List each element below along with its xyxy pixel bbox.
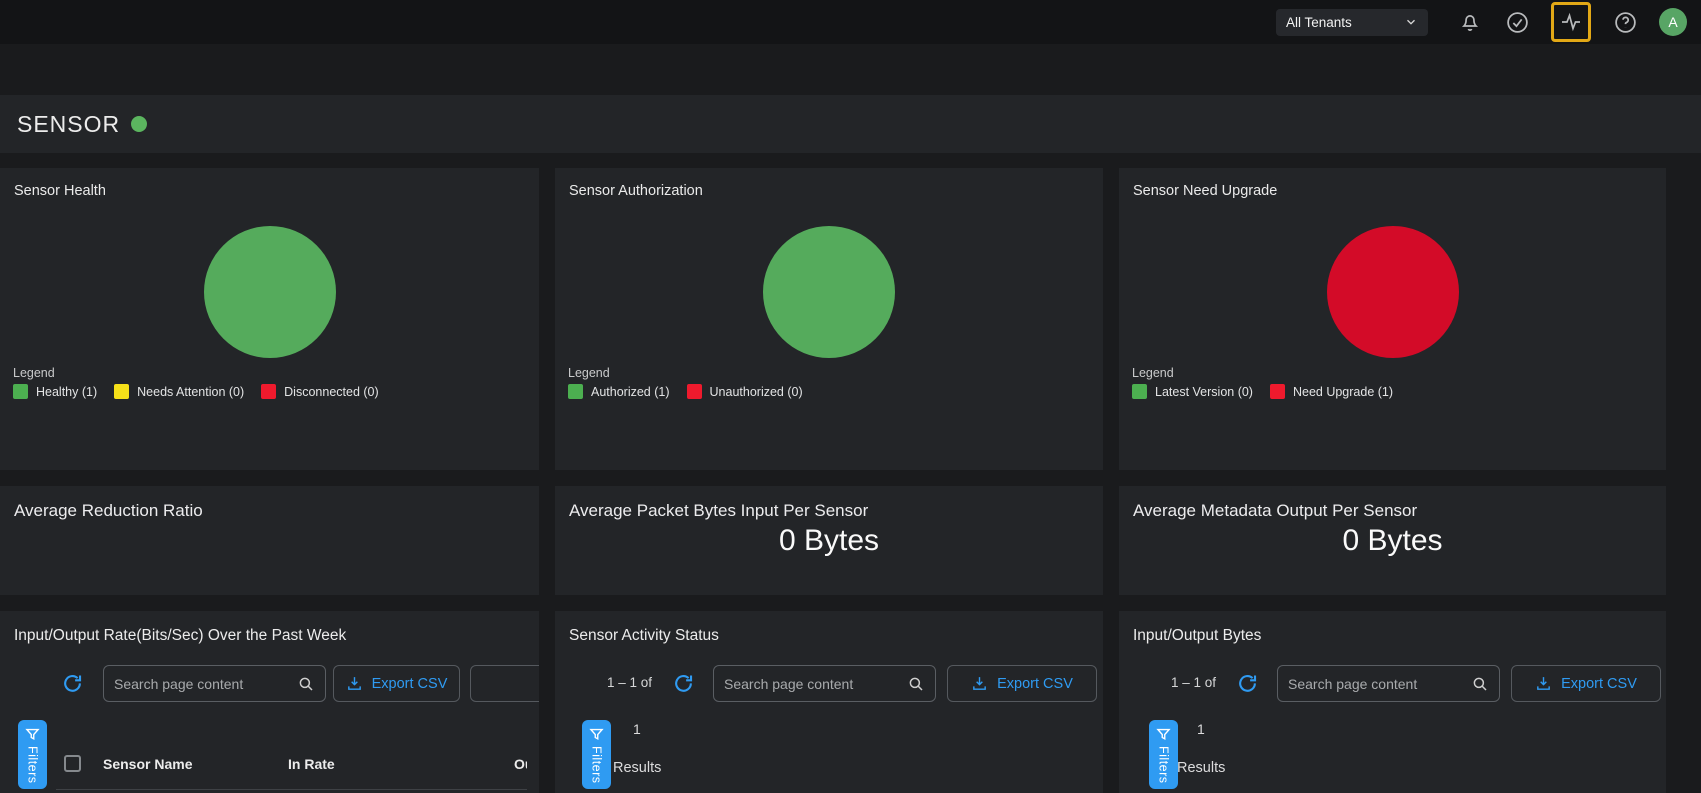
filter-funnel-icon <box>25 727 40 742</box>
metric-value: 0 Bytes <box>555 524 1103 558</box>
legend-swatch <box>114 384 129 399</box>
metric-title: Average Reduction Ratio <box>14 501 203 521</box>
table-title: Sensor Activity Status <box>569 627 719 645</box>
topbar: All Tenants A <box>0 0 1701 44</box>
card-title: Sensor Health <box>14 183 106 199</box>
refresh-button[interactable] <box>673 673 695 695</box>
check-circle-icon <box>1505 10 1530 35</box>
pagination-range: 1 – 1 of <box>607 675 652 690</box>
card-sensor-authorization: Sensor Authorization Legend Authorized (… <box>555 168 1103 470</box>
results-label: Results <box>613 760 661 776</box>
download-icon <box>346 675 363 692</box>
search-input[interactable] <box>724 676 907 692</box>
refresh-icon <box>62 673 83 694</box>
legend-title: Legend <box>13 366 55 380</box>
result-count: 1 <box>633 721 641 737</box>
filters-button[interactable]: Filters <box>582 720 611 789</box>
clipped-button[interactable] <box>470 665 539 702</box>
activity-pulse-icon <box>1559 10 1583 34</box>
notifications-button[interactable] <box>1457 9 1483 35</box>
card-sensor-activity-status: Sensor Activity Status 1 – 1 of Export C… <box>555 611 1103 793</box>
legend-item: Healthy (1) <box>13 384 97 399</box>
refresh-icon <box>673 673 694 694</box>
legend-item: Authorized (1) <box>568 384 670 399</box>
refresh-button[interactable] <box>62 673 84 695</box>
card-average-packet-bytes-input: Average Packet Bytes Input Per Sensor 0 … <box>555 486 1103 595</box>
chevron-down-icon <box>1404 15 1418 29</box>
legend-item: Need Upgrade (1) <box>1270 384 1393 399</box>
legend-title: Legend <box>1132 366 1174 380</box>
pagination-range: 1 – 1 of <box>1171 675 1216 690</box>
legend-swatch <box>13 384 28 399</box>
card-average-reduction-ratio: Average Reduction Ratio <box>0 486 539 595</box>
legend-item: Latest Version (0) <box>1132 384 1253 399</box>
download-icon <box>971 675 988 692</box>
card-sensor-need-upgrade: Sensor Need Upgrade Legend Latest Versio… <box>1119 168 1666 470</box>
card-io-bytes-table: Input/Output Bytes 1 – 1 of Export CSV F… <box>1119 611 1666 793</box>
search-icon <box>297 675 315 693</box>
result-count: 1 <box>1197 721 1205 737</box>
header-divider <box>56 789 527 790</box>
page-title: SENSOR <box>17 111 120 138</box>
sensor-authorization-pie <box>763 226 895 358</box>
tenant-select-value: All Tenants <box>1286 15 1352 30</box>
card-sensor-health: Sensor Health Legend Healthy (1) Needs A… <box>0 168 539 470</box>
refresh-button[interactable] <box>1237 673 1259 695</box>
search-box <box>713 665 936 702</box>
export-csv-button[interactable]: Export CSV <box>333 665 460 702</box>
page-header: SENSOR <box>0 95 1701 153</box>
search-icon <box>907 675 925 693</box>
column-header-out-rate[interactable]: Out Rate <box>514 756 527 772</box>
search-icon <box>1471 675 1489 693</box>
filter-funnel-icon <box>589 727 604 742</box>
search-box <box>1277 665 1500 702</box>
metric-title: Average Packet Bytes Input Per Sensor <box>569 501 868 521</box>
avatar-initial: A <box>1668 14 1677 30</box>
export-csv-button[interactable]: Export CSV <box>947 665 1097 702</box>
legend: Authorized (1) Unauthorized (0) <box>568 384 803 399</box>
legend-swatch <box>1270 384 1285 399</box>
overall-status-dot <box>131 116 147 132</box>
help-icon <box>1613 10 1638 35</box>
card-average-metadata-output: Average Metadata Output Per Sensor 0 Byt… <box>1119 486 1666 595</box>
legend-item: Disconnected (0) <box>261 384 379 399</box>
legend: Latest Version (0) Need Upgrade (1) <box>1132 384 1393 399</box>
refresh-icon <box>1237 673 1258 694</box>
legend-title: Legend <box>568 366 610 380</box>
legend-item: Needs Attention (0) <box>114 384 244 399</box>
search-box <box>103 665 326 702</box>
card-io-rate-table: Input/Output Rate(Bits/Sec) Over the Pas… <box>0 611 539 793</box>
legend-swatch <box>1132 384 1147 399</box>
legend-swatch <box>568 384 583 399</box>
card-title: Sensor Authorization <box>569 183 703 199</box>
card-title: Sensor Need Upgrade <box>1133 183 1277 199</box>
legend: Healthy (1) Needs Attention (0) Disconne… <box>13 384 379 399</box>
tenant-select[interactable]: All Tenants <box>1276 9 1428 36</box>
table-title: Input/Output Bytes <box>1133 627 1261 645</box>
bell-icon <box>1458 10 1482 34</box>
legend-swatch <box>687 384 702 399</box>
metric-value: 0 Bytes <box>1119 524 1666 558</box>
sensor-need-upgrade-pie <box>1327 226 1459 358</box>
legend-swatch <box>261 384 276 399</box>
results-label: Results <box>1177 760 1225 776</box>
help-button[interactable] <box>1612 9 1638 35</box>
download-icon <box>1535 675 1552 692</box>
select-all-checkbox[interactable] <box>64 755 81 772</box>
filters-button[interactable]: Filters <box>1149 720 1178 789</box>
tasks-button[interactable] <box>1504 9 1530 35</box>
search-input[interactable] <box>114 676 297 692</box>
user-avatar[interactable]: A <box>1659 8 1687 36</box>
column-header-in-rate[interactable]: In Rate <box>288 756 335 772</box>
table-title: Input/Output Rate(Bits/Sec) Over the Pas… <box>14 627 346 645</box>
legend-item: Unauthorized (0) <box>687 384 803 399</box>
table-header-row: Sensor Name In Rate Out Rate <box>0 749 527 793</box>
sensor-health-pie <box>204 226 336 358</box>
sensor-monitoring-nav-active[interactable] <box>1551 2 1591 42</box>
metric-title: Average Metadata Output Per Sensor <box>1133 501 1417 521</box>
search-input[interactable] <box>1288 676 1471 692</box>
column-header-sensor-name[interactable]: Sensor Name <box>103 756 192 772</box>
filter-funnel-icon <box>1156 727 1171 742</box>
export-csv-button[interactable]: Export CSV <box>1511 665 1661 702</box>
